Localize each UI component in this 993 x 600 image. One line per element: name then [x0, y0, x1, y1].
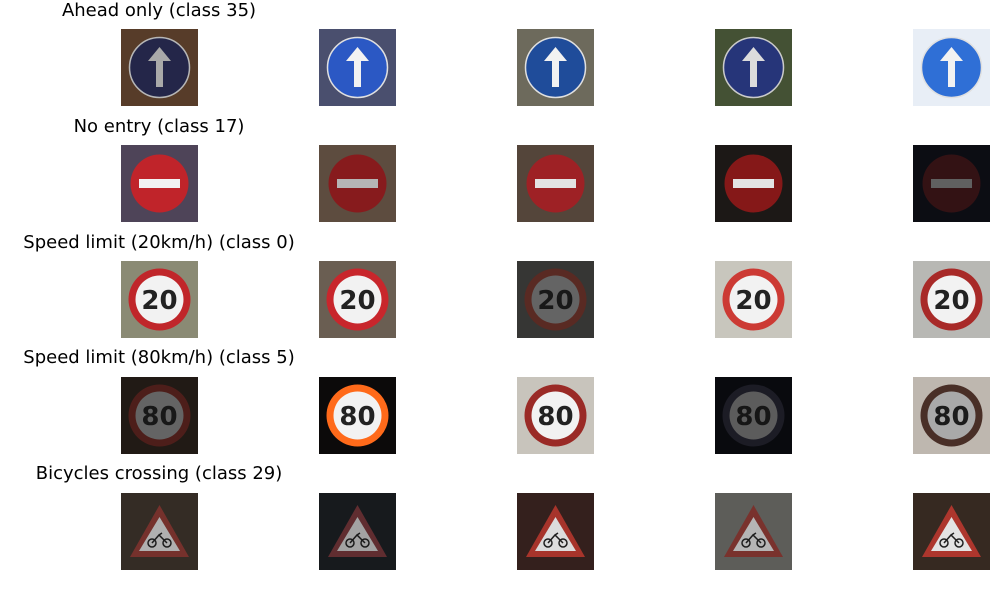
row-title-ahead-only: Ahead only (class 35) — [61, 0, 257, 21]
sign-image: 80 — [319, 377, 396, 454]
speed-sign-icon: 20 — [121, 261, 198, 338]
speed-sign-icon: 20 — [913, 261, 990, 338]
noentry-sign-icon — [517, 145, 594, 222]
row-title-no-entry: No entry (class 17) — [73, 116, 245, 137]
row-title-speed-80: Speed limit (80km/h) (class 5) — [23, 347, 295, 368]
bicycle-sign-icon — [319, 493, 396, 570]
speed-sign-icon: 80 — [517, 377, 594, 454]
sign-image: 20 — [517, 261, 594, 338]
ahead-sign-icon — [913, 29, 990, 106]
sign-image — [715, 145, 792, 222]
ahead-sign-icon — [715, 29, 792, 106]
sign-image: 20 — [319, 261, 396, 338]
bicycle-sign-icon — [715, 493, 792, 570]
speed-sign-icon: 20 — [319, 261, 396, 338]
sign-image: 20 — [913, 261, 990, 338]
speed-sign-icon: 80 — [913, 377, 990, 454]
sign-image: 20 — [715, 261, 792, 338]
bicycle-sign-icon — [913, 493, 990, 570]
sign-image — [913, 29, 990, 106]
sign-image — [517, 493, 594, 570]
svg-text:20: 20 — [933, 286, 969, 316]
noentry-sign-icon — [715, 145, 792, 222]
speed-sign-icon: 80 — [121, 377, 198, 454]
noentry-sign-icon — [913, 145, 990, 222]
svg-text:20: 20 — [735, 286, 771, 316]
svg-text:80: 80 — [339, 402, 375, 432]
sign-image — [319, 145, 396, 222]
sign-image — [913, 493, 990, 570]
speed-sign-icon: 80 — [319, 377, 396, 454]
ahead-sign-icon — [121, 29, 198, 106]
row-title-bicycles: Bicycles crossing (class 29) — [35, 463, 283, 484]
sign-image: 80 — [517, 377, 594, 454]
bicycle-sign-icon — [517, 493, 594, 570]
speed-sign-icon: 80 — [715, 377, 792, 454]
noentry-sign-icon — [121, 145, 198, 222]
sign-image: 80 — [913, 377, 990, 454]
sign-image — [517, 145, 594, 222]
sign-image — [517, 29, 594, 106]
sign-image: 20 — [121, 261, 198, 338]
sign-image — [121, 493, 198, 570]
speed-sign-icon: 20 — [715, 261, 792, 338]
svg-text:20: 20 — [537, 286, 573, 316]
svg-text:20: 20 — [141, 286, 177, 316]
svg-text:20: 20 — [339, 286, 375, 316]
svg-text:80: 80 — [933, 402, 969, 432]
sign-image — [319, 493, 396, 570]
svg-text:80: 80 — [141, 402, 177, 432]
sign-image — [715, 29, 792, 106]
row-title-speed-20: Speed limit (20km/h) (class 0) — [23, 232, 295, 253]
bicycle-sign-icon — [121, 493, 198, 570]
ahead-sign-icon — [319, 29, 396, 106]
noentry-sign-icon — [319, 145, 396, 222]
svg-text:80: 80 — [735, 402, 771, 432]
sign-image — [913, 145, 990, 222]
sign-image — [319, 29, 396, 106]
ahead-sign-icon — [517, 29, 594, 106]
speed-sign-icon: 20 — [517, 261, 594, 338]
sign-image: 80 — [715, 377, 792, 454]
sign-image: 80 — [121, 377, 198, 454]
sign-image — [121, 145, 198, 222]
svg-text:80: 80 — [537, 402, 573, 432]
sign-image — [715, 493, 792, 570]
sign-image — [121, 29, 198, 106]
